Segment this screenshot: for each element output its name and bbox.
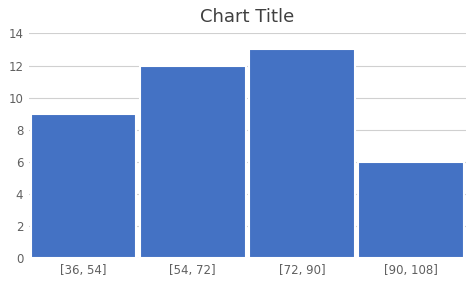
Bar	[30, 114, 137, 258]
Title: Chart Title: Chart Title	[200, 8, 294, 26]
Bar	[140, 66, 246, 258]
Bar	[249, 50, 355, 258]
Bar	[358, 162, 464, 258]
